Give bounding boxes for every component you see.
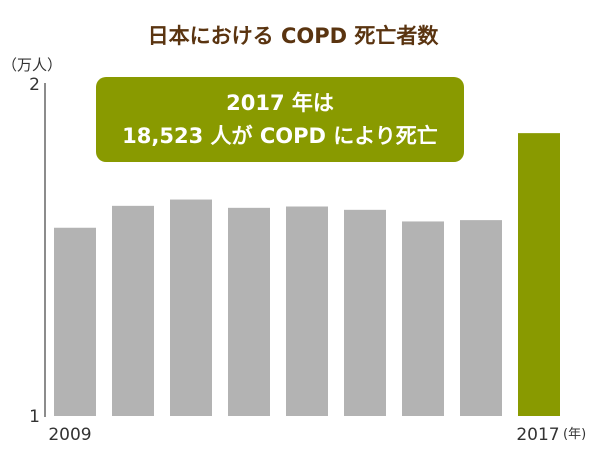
bar-2013 — [286, 206, 328, 416]
bar-2016 — [460, 220, 502, 416]
bar-2015 — [402, 221, 444, 416]
y-axis-unit-label: （万人） — [2, 56, 62, 74]
x-tick-label-last: 2017 — [516, 425, 559, 445]
bar-2010 — [112, 205, 154, 416]
annotation-box: 2017 年は 18,523 人が COPD により死亡 — [96, 77, 464, 162]
x-tick-label-first: 2009 — [48, 425, 91, 445]
bar-2017 — [518, 133, 560, 417]
annotation-line-1: 2017 年は — [226, 91, 334, 115]
y-tick-label-max: 2 — [29, 75, 40, 95]
bar-2014 — [344, 209, 386, 416]
annotation-line-2: 18,523 人が COPD により死亡 — [122, 124, 438, 148]
bar-2011 — [170, 199, 212, 416]
bar-2012 — [228, 207, 270, 416]
bar-2009 — [54, 227, 96, 416]
annotation-background — [96, 77, 464, 162]
y-tick-label-min: 1 — [29, 407, 40, 427]
bars-group — [54, 133, 560, 417]
chart-title: 日本における COPD 死亡者数 — [148, 24, 440, 48]
x-axis-unit-label: (年) — [563, 427, 586, 442]
